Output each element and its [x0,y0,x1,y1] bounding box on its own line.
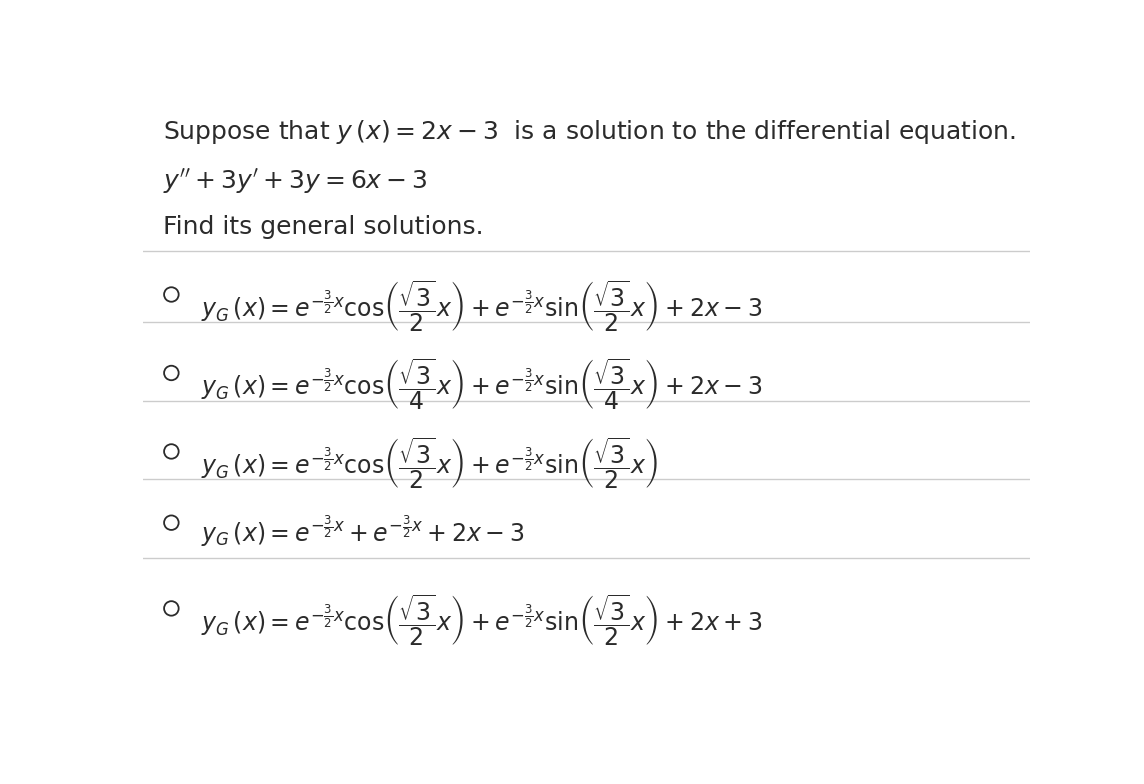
Text: $y'' + 3y' + 3y = 6x - 3$: $y'' + 3y' + 3y = 6x - 3$ [162,166,427,195]
Text: Find its general solutions.: Find its general solutions. [162,215,483,239]
Text: $y_G\,(x) = e^{-\frac{3}{2}x}\cos\!\left(\dfrac{\sqrt{3}}{4}x\right) + e^{-\frac: $y_G\,(x) = e^{-\frac{3}{2}x}\cos\!\left… [200,357,762,412]
Text: $y_G\,(x) = e^{-\frac{3}{2}x} + e^{-\frac{3}{2}x} + 2x - 3$: $y_G\,(x) = e^{-\frac{3}{2}x} + e^{-\fra… [200,514,524,549]
Text: Suppose that $y\,(x) = 2x - 3$  is a solution to the differential equation.: Suppose that $y\,(x) = 2x - 3$ is a solu… [162,118,1016,147]
Text: $y_G\,(x) = e^{-\frac{3}{2}x}\cos\!\left(\dfrac{\sqrt{3}}{2}x\right) + e^{-\frac: $y_G\,(x) = e^{-\frac{3}{2}x}\cos\!\left… [200,278,762,334]
Text: $y_G\,(x) = e^{-\frac{3}{2}x}\cos\!\left(\dfrac{\sqrt{3}}{2}x\right) + e^{-\frac: $y_G\,(x) = e^{-\frac{3}{2}x}\cos\!\left… [200,592,762,648]
Text: $y_G\,(x) = e^{-\frac{3}{2}x}\cos\!\left(\dfrac{\sqrt{3}}{2}x\right) + e^{-\frac: $y_G\,(x) = e^{-\frac{3}{2}x}\cos\!\left… [200,435,658,491]
